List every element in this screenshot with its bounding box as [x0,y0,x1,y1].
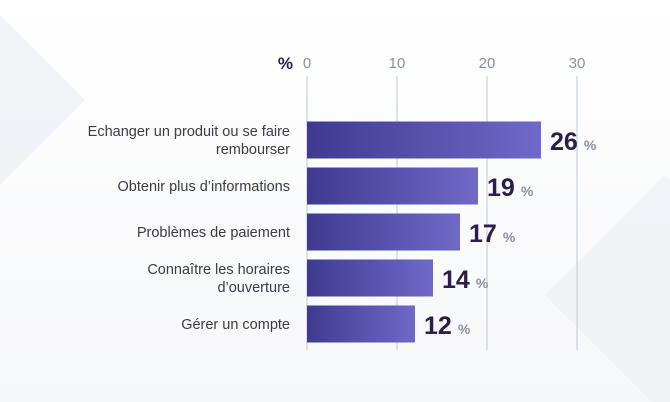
category-label: Echanger un produit ou se faire [88,124,290,140]
value-number: 14 [442,266,470,294]
category-label: Connaître les horaires [147,262,290,278]
bar [307,259,433,297]
x-tick-label: 10 [389,55,406,72]
value-number: 19 [487,174,515,202]
value-unit: % [503,229,516,245]
category-label: d’ouverture [217,280,290,296]
x-tick-label: 30 [569,55,586,72]
bar [307,167,478,205]
value-number: 17 [469,220,497,248]
value-unit: % [458,321,471,337]
x-tick-label: 20 [479,55,496,72]
value-label: 12% [424,312,471,340]
bar [307,213,460,251]
category-label: rembourser [216,142,290,158]
axis-unit-label: % [278,54,293,73]
x-axis-ticks: 0 10 20 30 [303,55,586,72]
value-unit: % [584,137,597,153]
bar [307,305,415,343]
value-label: 26% [550,128,597,156]
value-unit: % [476,275,489,291]
value-number: 26 [550,128,578,156]
category-label: Gérer un compte [181,317,290,333]
bar [307,121,541,159]
x-tick-label: 0 [303,55,311,72]
category-labels: Echanger un produit ou se faire rembourse… [88,124,290,333]
bars [307,121,541,343]
value-unit: % [521,183,534,199]
value-labels: 26 %19 %17 %14 %12% [424,128,597,340]
value-label: 14% [442,266,489,294]
value-label: 17% [469,220,516,248]
category-label: Obtenir plus d’informations [118,179,290,195]
value-number: 12 [424,312,452,340]
category-label: Problèmes de paiement [137,225,290,241]
value-label: 19% [487,174,534,202]
